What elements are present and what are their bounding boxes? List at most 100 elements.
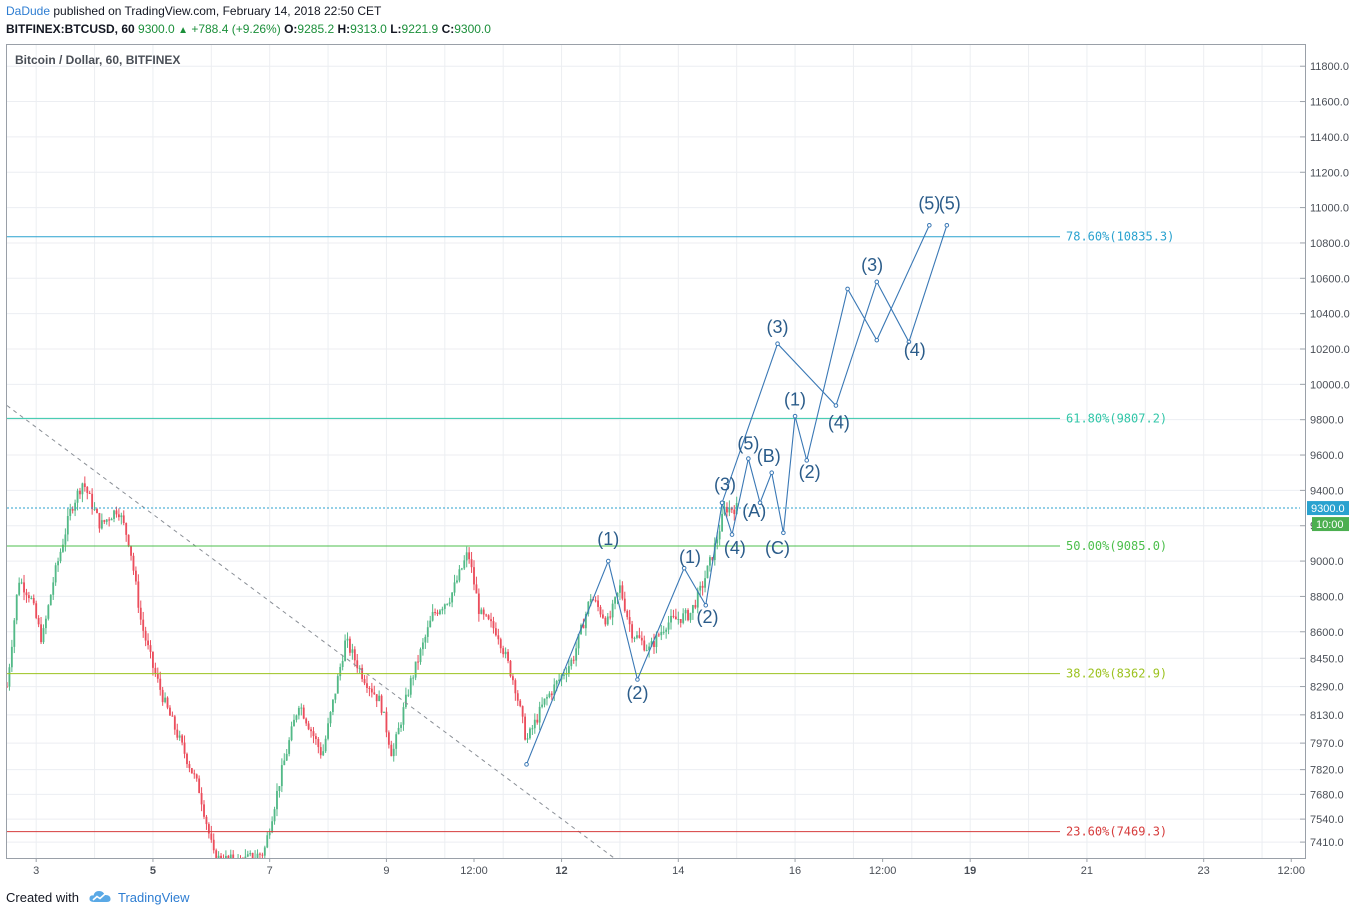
- candle-down: [259, 853, 261, 855]
- candle-down: [314, 736, 317, 740]
- candle-down: [210, 833, 213, 840]
- time-tick-label: 7: [267, 865, 273, 877]
- candle-up: [563, 674, 565, 676]
- candle-up: [44, 618, 47, 629]
- candle-up: [57, 561, 60, 566]
- candle-up: [81, 483, 84, 495]
- wave-label: (4): [828, 413, 850, 433]
- candle-down: [436, 612, 439, 615]
- price-tick-label: 7970.0: [1310, 738, 1344, 750]
- symbol-label: BITFINEX:BTCUSD, 60: [6, 22, 135, 36]
- price-tick-label: 11000.0: [1310, 203, 1349, 215]
- price-tick-label: 9800.0: [1310, 415, 1344, 427]
- time-tick-label: 3: [33, 865, 39, 877]
- candle-up: [256, 853, 259, 858]
- candle-up: [20, 582, 23, 584]
- candle-down: [86, 486, 89, 493]
- candle-up: [397, 727, 400, 735]
- candle-up: [409, 678, 412, 695]
- candle-up: [271, 821, 274, 833]
- wave-node: [605, 558, 611, 564]
- candle-down: [730, 507, 733, 510]
- wave-node: [524, 762, 529, 767]
- price-chart[interactable]: 78.60%(10835.3) 61.80%(9807.2) 50.00%(9085…: [0, 0, 1361, 880]
- candle-down: [417, 661, 419, 663]
- candle-down: [108, 519, 111, 521]
- candle-up: [358, 667, 361, 669]
- candle-down: [232, 854, 235, 858]
- wave-node: [775, 341, 780, 346]
- chart-frame: [6, 44, 1306, 859]
- candle-down: [468, 552, 471, 560]
- candle-up: [636, 635, 638, 638]
- candle-down: [640, 637, 643, 641]
- wave-label: (2): [696, 607, 718, 627]
- countdown-tag-label: 10:00: [1316, 519, 1344, 531]
- candle-down: [166, 697, 169, 708]
- candle-up: [419, 649, 422, 663]
- candle-down: [711, 557, 714, 561]
- last-price-tag: [1307, 501, 1349, 516]
- candle-up: [400, 724, 402, 728]
- candle-down: [626, 610, 629, 618]
- candle-up: [295, 715, 298, 720]
- candle-up: [332, 699, 334, 712]
- wave-node: [703, 602, 709, 608]
- candle-up: [324, 738, 327, 752]
- candle-up: [696, 590, 699, 608]
- candle-down: [356, 660, 359, 669]
- candle-up: [8, 667, 11, 687]
- candle-up: [426, 627, 429, 637]
- tradingview-cloud-icon[interactable]: [88, 888, 112, 904]
- candle-down: [302, 707, 305, 719]
- tradingview-brand-link[interactable]: TradingView: [118, 890, 190, 905]
- price-tick-label: 8130.0: [1310, 710, 1344, 722]
- candle-down: [502, 648, 505, 655]
- price-tick-label: 9400.0: [1310, 485, 1344, 497]
- candle-down: [35, 603, 38, 618]
- candle-down: [550, 693, 553, 696]
- candle-up: [407, 694, 410, 696]
- price-tick-label: 7820.0: [1310, 765, 1344, 777]
- price-tick-label: 7410.0: [1310, 837, 1344, 849]
- candle-down: [514, 680, 517, 694]
- price-tick-label: 10000.0: [1310, 379, 1350, 391]
- candle-up: [76, 490, 79, 503]
- candle-down: [599, 606, 602, 615]
- candle-up: [334, 693, 337, 700]
- candle-up: [74, 502, 77, 511]
- candle-up: [414, 661, 417, 678]
- candle-up: [15, 594, 18, 621]
- candle-up: [341, 660, 344, 667]
- price-tick-label: 8450.0: [1310, 653, 1344, 665]
- candle-up: [677, 619, 680, 621]
- candle-up: [164, 697, 167, 703]
- candle-down: [597, 600, 599, 607]
- fib-label: 38.20%(8362.9): [1066, 667, 1167, 681]
- price-tick-label: 10200.0: [1310, 344, 1350, 356]
- author-link[interactable]: DaDude: [6, 4, 51, 18]
- candle-down: [127, 534, 130, 546]
- candle-down: [161, 689, 164, 703]
- candle-up: [263, 847, 266, 856]
- wave-node: [833, 403, 839, 408]
- candle-down: [733, 509, 736, 515]
- candle-up: [453, 582, 456, 593]
- candle-up: [404, 694, 407, 708]
- candle-up: [346, 638, 349, 641]
- candle-down: [147, 640, 149, 646]
- candle-up: [716, 539, 719, 544]
- candle-up: [460, 568, 463, 570]
- candle-up: [555, 680, 558, 685]
- candle-down: [183, 742, 186, 754]
- published-text: published on TradingView.com, February 1…: [53, 4, 382, 18]
- price-tick-label: 7540.0: [1310, 814, 1344, 826]
- candle-up: [458, 569, 461, 581]
- wave-node: [757, 500, 763, 506]
- wave-label: (A): [742, 501, 766, 521]
- wave-label: (5): [737, 434, 759, 454]
- low-label: L:: [390, 22, 402, 36]
- candle-up: [577, 634, 580, 649]
- candle-down: [490, 619, 492, 622]
- wave-label: (4): [904, 340, 926, 360]
